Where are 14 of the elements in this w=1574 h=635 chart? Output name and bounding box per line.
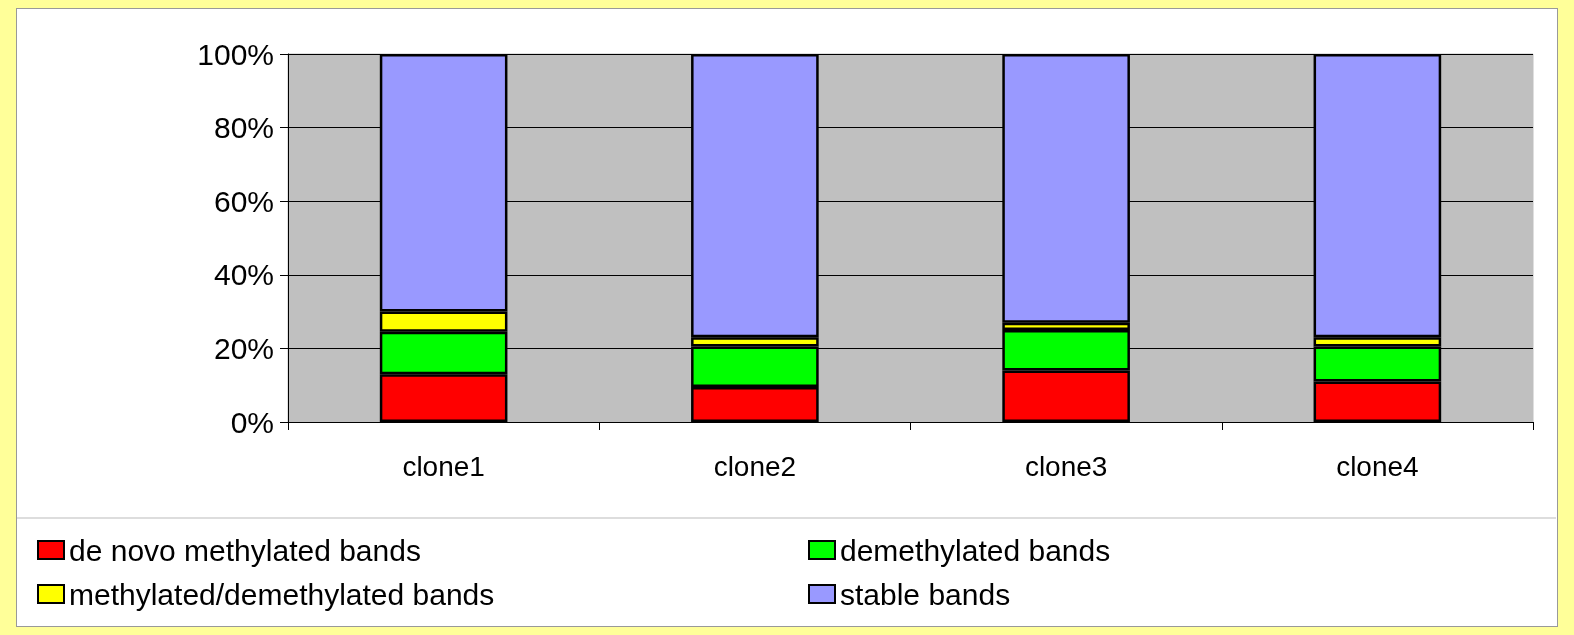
x-tick-label: clone4 (1336, 450, 1419, 482)
legend-label: de novo methylated bands (69, 533, 421, 567)
y-tick-label: 20% (213, 331, 274, 365)
y-tick-label: 60% (213, 184, 274, 218)
x-tick-label: clone3 (1024, 450, 1108, 482)
x-tick-label: clone1 (402, 450, 485, 482)
legend-label: demethylated bands (840, 533, 1111, 567)
y-tick-label: 100% (197, 37, 274, 71)
x-tick-label: clone2 (713, 450, 797, 482)
y-tick-label: 0% (230, 405, 274, 439)
y-tick-label: 40% (213, 258, 274, 292)
y-tick-label: 80% (213, 111, 274, 145)
legend-label: stable bands (840, 577, 1011, 611)
legend-label: methylated/demethylated bands (69, 577, 495, 611)
